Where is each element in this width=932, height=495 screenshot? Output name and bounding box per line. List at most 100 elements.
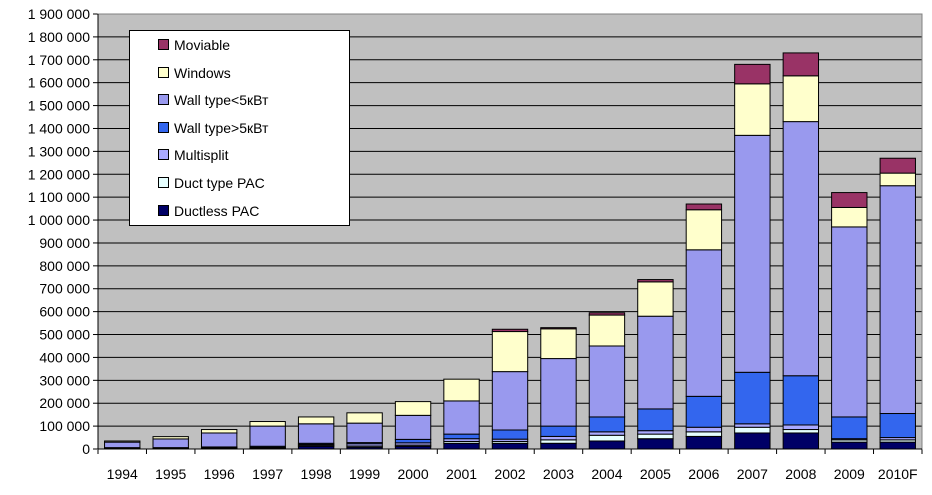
y-tick-label: 900 000 (39, 235, 90, 251)
y-tick-label: 1 700 000 (28, 52, 90, 68)
bar-segment-multisplit (588, 431, 626, 436)
bar-segment-wall-type-5квт (394, 438, 432, 444)
y-tick-label: 100 000 (39, 418, 90, 434)
bar-segment-moviable (831, 192, 868, 208)
legend-label: Windows (174, 64, 231, 81)
legend-item: Duct type PAC (158, 173, 265, 193)
legend-label: Duct type PAC (174, 175, 265, 191)
bar-segment-multisplit (685, 426, 723, 433)
y-tick-label: 800 000 (39, 258, 90, 274)
x-tick-label: 2000 (397, 466, 428, 482)
y-tick-label: 400 000 (39, 349, 90, 365)
bar-segment-moviable (879, 157, 916, 174)
legend-label: Wall type<5кВт (174, 92, 269, 109)
bar-segment-multisplit (782, 424, 820, 431)
legend-label: Wall type>5кВт (174, 119, 269, 136)
legend-swatch (158, 39, 169, 50)
y-tick-label: 300 000 (39, 372, 90, 388)
bar-segment-windows (540, 328, 577, 360)
bar-segment-ductless-pac (782, 432, 820, 450)
legend-label: Ductless PAC (174, 202, 260, 219)
x-tick-label: 2001 (446, 466, 477, 482)
x-tick-label: 1996 (204, 466, 235, 482)
bar-segment-windows (782, 75, 820, 123)
bar-segment-wall-type-5квт (346, 422, 383, 444)
bar-segment-wall-type-5квт (491, 371, 529, 431)
y-tick-label: 1 800 000 (28, 29, 90, 45)
y-tick-label: 1 300 000 (28, 143, 90, 159)
x-tick-label: 1998 (301, 466, 332, 482)
legend-label: Moviable (174, 37, 231, 53)
bar-segment-windows (831, 206, 868, 228)
bar-segment-wall-type-5квт (879, 413, 916, 439)
bar-segment-moviable (685, 203, 723, 211)
bar-segment-wall-type-5квт (879, 185, 916, 415)
bar-segment-ductless-pac (443, 442, 480, 450)
bar-segment-windows (491, 331, 529, 373)
legend-item: Ductless PAC (158, 201, 260, 221)
bar-segment-wall-type-5квт (734, 134, 771, 373)
bar-segment-moviable (782, 52, 820, 77)
bar-segment-windows (588, 314, 626, 347)
legend-item: Windows (158, 63, 231, 83)
bar-segment-moviable (588, 312, 626, 316)
bar-segment-ductless-pac (685, 435, 723, 450)
bar-segment-wall-type-5квт (297, 423, 335, 444)
x-tick-label: 1995 (155, 466, 186, 482)
legend-swatch (158, 177, 169, 188)
bar-segment-wall-type-5квт (782, 375, 820, 426)
bar-segment-wall-type-5квт (491, 429, 529, 440)
legend-item: Wall type>5кВт (158, 118, 269, 138)
bar-segment-moviable (734, 63, 771, 85)
bar-segment-wall-type-5квт (782, 121, 820, 377)
bar-segment-wall-type-5квт (249, 425, 286, 447)
bar-segment-wall-type-5квт (443, 400, 480, 435)
bar-segment-multisplit (734, 423, 771, 428)
legend-swatch (158, 149, 169, 161)
legend-label: Multisplit (174, 147, 229, 164)
bar-segment-windows (734, 83, 771, 136)
legend-swatch (158, 204, 169, 216)
bar-segment-duct-type-pac (588, 434, 626, 442)
bar-segment-windows (346, 412, 383, 424)
bar-segment-duct-type-pac (734, 426, 771, 434)
bar-segment-windows (249, 421, 286, 427)
bar-segment-wall-type-5квт (588, 416, 626, 433)
y-tick-label: 1 100 000 (28, 189, 90, 205)
bar-segment-wall-type-5квт (104, 441, 141, 449)
x-tick-label: 2002 (494, 466, 525, 482)
bar-segment-wall-type-5квт (637, 315, 674, 410)
legend-swatch (158, 121, 169, 133)
x-tick-label: 2007 (737, 466, 768, 482)
bar-segment-windows (200, 429, 238, 434)
bar-segment-ductless-pac (540, 442, 577, 450)
bar-segment-wall-type-5квт (734, 371, 771, 425)
y-tick-label: 1 900 000 (28, 6, 90, 22)
x-tick-label: 2003 (543, 466, 574, 482)
legend-swatch (158, 94, 169, 106)
x-tick-label: 1997 (252, 466, 283, 482)
bar-segment-duct-type-pac (540, 439, 577, 444)
bar-segment-windows (637, 281, 674, 317)
bar-segment-ductless-pac (637, 438, 674, 450)
x-tick-label: 2004 (591, 466, 622, 482)
bar-segment-moviable (637, 279, 674, 283)
bar-segment-wall-type-5квт (394, 414, 432, 440)
bar-segment-windows (443, 378, 480, 402)
bar-segment-windows (104, 440, 141, 443)
bar-segment-windows (879, 172, 916, 187)
bar-segment-duct-type-pac (637, 433, 674, 440)
bar-segment-ductless-pac (588, 440, 626, 450)
bar-segment-duct-type-pac (782, 429, 820, 434)
x-tick-label: 2006 (688, 466, 719, 482)
bar-segment-wall-type-5квт (685, 395, 723, 428)
bar-segment-ductless-pac (879, 441, 916, 450)
bar-segment-moviable (540, 327, 577, 330)
bar-segment-wall-type-5квт (540, 425, 577, 437)
bar-segment-wall-type-5квт (152, 438, 189, 449)
bar-segment-wall-type-5квт (200, 432, 238, 448)
y-tick-label: 1 600 000 (28, 75, 90, 91)
bar-segment-windows (297, 416, 335, 425)
